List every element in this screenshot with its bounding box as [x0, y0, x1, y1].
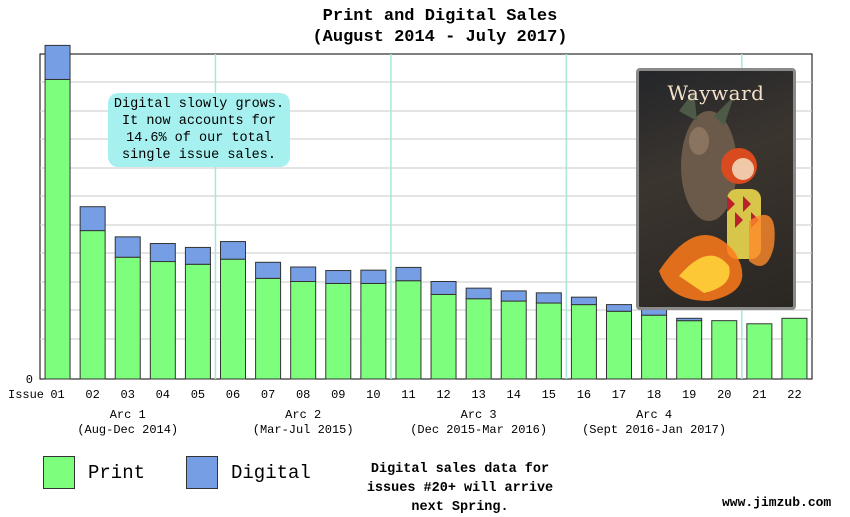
- digital-growth-annotation: Digital slowly grows. It now accounts fo…: [108, 93, 290, 167]
- arc-dates-4: (Sept 2016-Jan 2017): [582, 423, 726, 437]
- bar-print-21: [746, 323, 773, 380]
- bar-print-19: [676, 320, 703, 380]
- data-availability-note: Digital sales data for issues #20+ will …: [360, 460, 560, 517]
- credit-url: www.jimzub.com: [722, 495, 832, 510]
- x-tick-label-05: 05: [191, 388, 205, 402]
- x-tick-label-10: 10: [366, 388, 380, 402]
- arc-label-1: Arc 1: [110, 408, 146, 422]
- bar-digital-12: [430, 281, 457, 295]
- bar-digital-13: [465, 287, 492, 300]
- bar-digital-02: [79, 206, 106, 232]
- bar-digital-08: [290, 266, 317, 283]
- chart-title-line-2: (August 2014 - July 2017): [312, 28, 568, 47]
- bar-digital-18: [641, 308, 668, 316]
- bar-digital-09: [325, 270, 352, 284]
- x-tick-label-16: 16: [577, 388, 591, 402]
- data-note-line-1: Digital sales data for: [370, 462, 550, 477]
- bar-print-16: [570, 304, 597, 380]
- x-axis-label: Issue: [8, 388, 44, 402]
- legend-print-swatch: [43, 456, 75, 489]
- bar-print-15: [535, 302, 562, 380]
- x-tick-label-14: 14: [507, 388, 521, 402]
- x-tick-label-08: 08: [296, 388, 310, 402]
- bar-print-20: [711, 320, 738, 380]
- arc-label-4: Arc 4: [636, 408, 672, 422]
- bar-digital-15: [535, 292, 562, 304]
- bar-print-08: [290, 281, 317, 380]
- bar-print-18: [641, 314, 668, 380]
- x-tick-label-18: 18: [647, 388, 661, 402]
- bar-print-01: [44, 78, 71, 380]
- annotation-line-2: It now accounts for: [122, 114, 276, 129]
- x-tick-label-17: 17: [612, 388, 626, 402]
- bar-digital-17: [606, 304, 632, 312]
- chart-title: Print and Digital Sales (August 2014 - J…: [0, 6, 850, 48]
- bar-print-03: [114, 256, 141, 380]
- bar-print-11: [395, 280, 422, 380]
- annotation-line-3: 14.6% of our total: [126, 131, 272, 146]
- bar-digital-05: [184, 246, 211, 265]
- legend-digital-label: Digital: [231, 462, 311, 484]
- x-tick-label-02: 02: [85, 388, 99, 402]
- bar-print-04: [149, 261, 176, 380]
- wayward-cover-image: Wayward: [636, 68, 796, 310]
- bar-print-10: [360, 282, 387, 380]
- arc-label-2: Arc 2: [285, 408, 321, 422]
- bar-digital-03: [114, 236, 141, 258]
- bar-print-09: [325, 282, 352, 380]
- legend-digital-swatch: [186, 456, 218, 489]
- bar-digital-16: [570, 296, 597, 306]
- bar-print-06: [220, 258, 246, 380]
- data-note-line-2: issues #20+ will arrive: [366, 481, 554, 496]
- arc-dates-2: (Mar-Jul 2015): [253, 423, 354, 437]
- annotation-line-1: Digital slowly grows.: [113, 97, 285, 112]
- chart-title-line-1: Print and Digital Sales: [322, 7, 558, 26]
- data-note-line-3: next Spring.: [411, 500, 509, 515]
- x-tick-label-21: 21: [752, 388, 766, 402]
- bar-print-02: [79, 230, 106, 380]
- y-tick-label-0: 0: [26, 373, 33, 387]
- x-tick-label-20: 20: [717, 388, 731, 402]
- bar-print-13: [465, 298, 492, 380]
- x-tick-label-22: 22: [787, 388, 801, 402]
- bar-print-05: [184, 263, 211, 380]
- bar-digital-04: [149, 243, 176, 263]
- bar-digital-19: [676, 317, 703, 322]
- bar-digital-14: [500, 290, 527, 302]
- bar-print-22: [781, 317, 808, 380]
- bar-digital-11: [395, 266, 422, 282]
- x-tick-label-15: 15: [542, 388, 556, 402]
- cover-artwork: [659, 91, 775, 301]
- x-tick-label-11: 11: [401, 388, 415, 402]
- bar-digital-01: [44, 44, 71, 80]
- bar-print-12: [430, 293, 457, 380]
- legend-print-label: Print: [88, 462, 146, 484]
- bar-print-14: [500, 300, 527, 380]
- arc-dates-1: (Aug-Dec 2014): [77, 423, 178, 437]
- x-tick-label-19: 19: [682, 388, 696, 402]
- cover-title: Wayward: [667, 81, 765, 105]
- x-tick-label-09: 09: [331, 388, 345, 402]
- x-tick-label-07: 07: [261, 388, 275, 402]
- x-tick-label-01: 01: [50, 388, 64, 402]
- bar-digital-06: [220, 241, 246, 260]
- arc-label-3: Arc 3: [461, 408, 497, 422]
- x-tick-label-06: 06: [226, 388, 240, 402]
- arc-dates-3: (Dec 2015-Mar 2016): [410, 423, 547, 437]
- bar-digital-07: [255, 261, 282, 279]
- x-tick-label-03: 03: [121, 388, 135, 402]
- x-tick-label-04: 04: [156, 388, 170, 402]
- bar-print-17: [606, 310, 632, 380]
- bar-print-07: [255, 277, 282, 380]
- x-tick-label-12: 12: [436, 388, 450, 402]
- bar-digital-10: [360, 269, 387, 284]
- x-tick-label-13: 13: [471, 388, 485, 402]
- annotation-line-4: single issue sales.: [122, 148, 276, 163]
